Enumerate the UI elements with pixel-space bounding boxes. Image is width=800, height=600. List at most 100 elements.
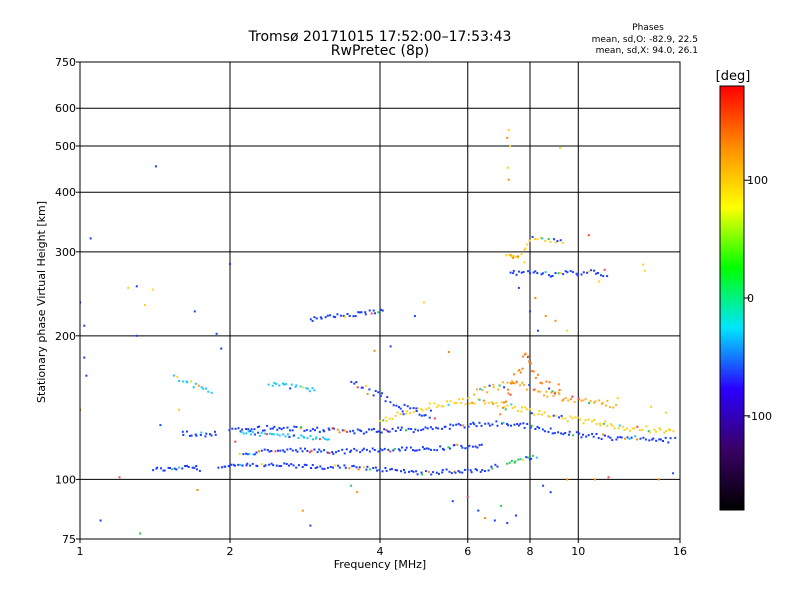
echo-point [467,397,470,400]
echo-point [403,403,406,406]
echo-point [372,467,375,469]
echo-point [531,235,534,238]
echo-point [415,470,418,473]
echo-point [541,272,544,275]
echo-point [410,428,413,430]
y-tick-label: 600 [55,102,76,115]
echo-point [537,390,540,393]
echo-point [510,459,513,462]
echo-point [566,329,569,332]
echo-point [532,271,535,274]
echo-point [514,460,517,463]
echo-point [506,462,509,465]
echo-point [461,446,464,449]
echo-point [560,432,563,435]
echo-point [376,469,378,472]
echo-point [326,314,329,317]
echo-point [346,430,348,433]
echo-point [496,405,499,408]
echo-point [433,402,436,405]
echo-point [430,473,433,476]
echo-point [198,469,201,472]
echo-point [672,430,675,433]
echo-point [353,382,356,385]
echo-point [513,423,516,426]
echo-point [332,427,335,430]
echo-point [663,431,666,434]
echo-point [256,465,259,468]
echo-point [314,467,317,469]
echo-point [537,329,539,332]
echo-point [538,390,541,393]
echo-point [549,240,552,243]
echo-point [202,387,205,390]
echo-point [278,434,281,437]
echo-point [556,240,559,243]
echo-point [558,416,560,419]
echo-point [156,466,159,469]
echo-point [617,427,620,430]
echo-point [85,374,88,377]
echo-point [461,471,464,474]
echo-point [584,397,587,400]
echo-point [246,462,249,465]
echo-point [509,145,512,147]
echo-point [275,464,278,467]
echo-point [559,239,562,242]
echo-point [167,466,170,469]
echo-point [295,426,298,428]
echo-point [249,464,252,467]
echo-point [425,408,428,411]
echo-point [567,399,570,402]
echo-point [484,517,487,519]
echo-point [452,424,455,427]
echo-point [377,391,380,394]
echo-point [331,427,334,430]
echo-point [237,427,240,430]
echo-point [290,463,293,466]
echo-point [362,466,365,469]
echo-point [181,467,184,470]
echo-point [606,399,609,402]
echo-point [368,428,370,431]
echo-point [327,427,330,430]
echo-point [576,274,579,277]
echo-point [506,522,509,525]
echo-point [249,433,252,436]
echo-point [350,380,353,383]
echo-point [481,469,484,472]
echo-point [515,273,518,276]
echo-point [279,449,282,452]
echo-point [629,429,632,432]
echo-point [406,410,409,413]
echo-point [379,419,382,422]
echo-point [233,464,236,467]
echo-point [357,311,360,314]
echo-point [562,398,565,401]
echo-point [232,463,235,466]
echo-point [190,380,193,383]
echo-point [569,398,572,401]
echo-point [528,239,531,242]
echo-point [247,428,250,431]
echo-point [569,269,572,272]
echo-point [521,381,524,384]
echo-point [184,465,187,467]
echo-point [525,408,528,411]
echo-point [575,431,578,434]
echo-point [517,270,520,273]
echo-point [311,319,314,322]
echo-point [436,449,439,452]
echo-point [459,424,462,427]
echo-point [245,464,248,467]
echo-point [437,404,440,407]
echo-point [591,420,593,423]
echo-point [241,464,244,467]
echo-point [553,432,556,435]
echo-point [260,463,263,466]
echo-point [569,415,572,418]
echo-point [530,424,533,427]
echo-point [268,450,271,453]
echo-point [152,469,155,472]
echo-point [638,429,641,431]
